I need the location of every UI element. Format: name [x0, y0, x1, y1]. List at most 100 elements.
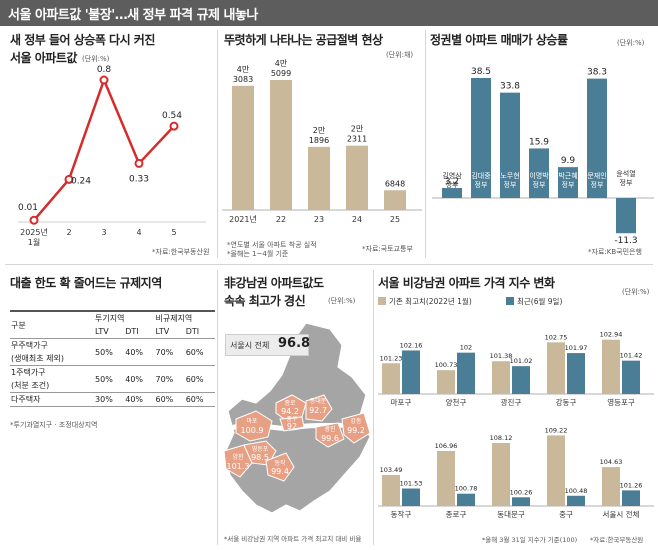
row-label: 1주택가구	[10, 365, 95, 379]
data-label: 38.3	[587, 68, 607, 78]
series-line	[33, 76, 175, 222]
tick-label: 2	[66, 228, 71, 237]
bar	[492, 361, 510, 394]
tick-label: 5	[171, 228, 176, 237]
panel2-source: *자료:국토교통부	[362, 245, 413, 253]
bar	[529, 148, 549, 198]
tick-label: 윤석열	[616, 169, 635, 178]
table-cell: 60%	[184, 365, 215, 393]
data-label: 104.63	[600, 458, 623, 466]
map-label-value: 98.5	[251, 453, 269, 462]
table-cell: 70%	[154, 365, 185, 393]
data-label: 102	[460, 344, 472, 352]
map-label-name: 영등포	[252, 445, 269, 453]
data-point	[99, 75, 109, 85]
tick-label: 정부	[504, 180, 517, 189]
tick-label: 박근혜	[558, 171, 577, 180]
bar	[346, 145, 368, 210]
data-label: 102.16	[400, 341, 423, 349]
data-label: 100.73	[435, 361, 458, 369]
data-label: 100.48	[565, 487, 588, 495]
tick-label: 4	[136, 228, 141, 237]
data-point	[134, 158, 144, 168]
tick-label: 3	[101, 228, 106, 237]
map-label-value: 94.2	[281, 407, 299, 416]
table-cell: 70%	[154, 338, 185, 366]
divider	[217, 30, 218, 258]
tick-label: 정부	[475, 180, 488, 189]
data-label: 100.26	[510, 488, 533, 496]
data-label: 101.38	[490, 352, 513, 360]
data-label: 4만	[275, 59, 288, 68]
table-cell: 60%	[184, 338, 215, 366]
bar	[622, 360, 640, 394]
data-label: 101.26	[620, 481, 643, 489]
panel1-unit: (단위:%)	[82, 55, 110, 63]
map-label-name: 동작	[274, 460, 286, 467]
panel6-title: 서울 비강남권 아파트 가격 지수 변화	[378, 276, 555, 290]
legend-label-prev: 기존 최고치(2022년 1월)	[389, 297, 472, 306]
table-cell: 60%	[184, 392, 215, 407]
map-district-dongjak	[265, 452, 295, 482]
data-label: 0.8	[97, 65, 112, 75]
panel3-source: *자료:KB국민은행	[588, 248, 642, 256]
panel5-unit: (단위:%)	[328, 297, 356, 305]
data-label: 101.97	[565, 344, 588, 352]
bar	[442, 188, 462, 198]
bar	[602, 339, 620, 394]
bar	[232, 85, 254, 210]
map-district-dongdaemun	[305, 394, 333, 422]
panel5-title-line2: 속속 최고가 경신	[224, 294, 306, 308]
panel3-title: 정권별 아파트 매매가 상승률	[430, 33, 568, 47]
map-label-name: 종로	[284, 400, 296, 407]
header-bar: 서울 아파트값 '불장'…새 정부 파격 규제 내놓나	[0, 0, 658, 26]
data-label: 108.12	[490, 434, 513, 442]
tick-label: 서울시 전체	[603, 509, 640, 519]
bar	[558, 167, 578, 198]
data-label: 102.94	[600, 331, 623, 339]
tick-label: 25	[390, 215, 400, 224]
bar	[402, 350, 420, 394]
data-label: 109.22	[545, 426, 568, 434]
map-label-name: 동대문	[310, 397, 327, 405]
tick-label: 정부	[446, 180, 459, 189]
map-district-yangcheon	[223, 444, 253, 478]
map-label-name: 광진	[324, 425, 335, 433]
row-label: 무주택가구	[10, 338, 95, 352]
header-title: 서울 아파트값 '불장'…새 정부 파격 규제 내놓나	[8, 8, 258, 23]
panel4-note: *투기과열지구 · 조정대상지역	[10, 421, 98, 429]
bar	[567, 495, 585, 506]
data-label: 0.54	[162, 111, 182, 121]
data-label: 101.23	[380, 354, 403, 362]
bar	[547, 435, 565, 506]
map-label-name: 중구	[286, 416, 298, 423]
legend-swatch-curr	[506, 297, 514, 305]
data-label: 2만	[313, 126, 326, 135]
table-subheader: LTV	[155, 327, 170, 336]
table-row: 1주택가구 50% 40% 70% 60%	[10, 365, 215, 393]
badge-value: 96.8	[278, 336, 311, 351]
data-label: 2만	[351, 125, 364, 134]
bar	[587, 78, 607, 198]
bar	[492, 442, 510, 506]
bar	[547, 342, 565, 394]
bar	[308, 146, 330, 210]
data-label: 9.9	[561, 156, 576, 166]
data-label: 100.78	[455, 485, 478, 493]
data-point	[169, 121, 179, 131]
regulation-table: 구분 투기지역 비규제지역 LTV DTI LTV DTI 무주택가구 50% …	[10, 310, 215, 407]
data-label: 102.75	[545, 333, 568, 341]
panel6-unit: (단위:%)	[622, 288, 650, 296]
row-sublabel: (처분 조건)	[11, 381, 50, 390]
data-label: 0.01	[18, 203, 38, 213]
bar	[471, 78, 491, 198]
bar	[616, 198, 636, 234]
table-header: 투기지역	[94, 310, 155, 325]
tick-label: 광진구	[501, 397, 522, 407]
tick-label: 동대문구	[497, 510, 525, 519]
divider	[5, 264, 653, 265]
bar	[500, 92, 520, 198]
map-label-name: 양천	[232, 453, 243, 461]
table-cell: 50%	[94, 365, 125, 393]
map-label-name: 마포	[246, 417, 258, 425]
